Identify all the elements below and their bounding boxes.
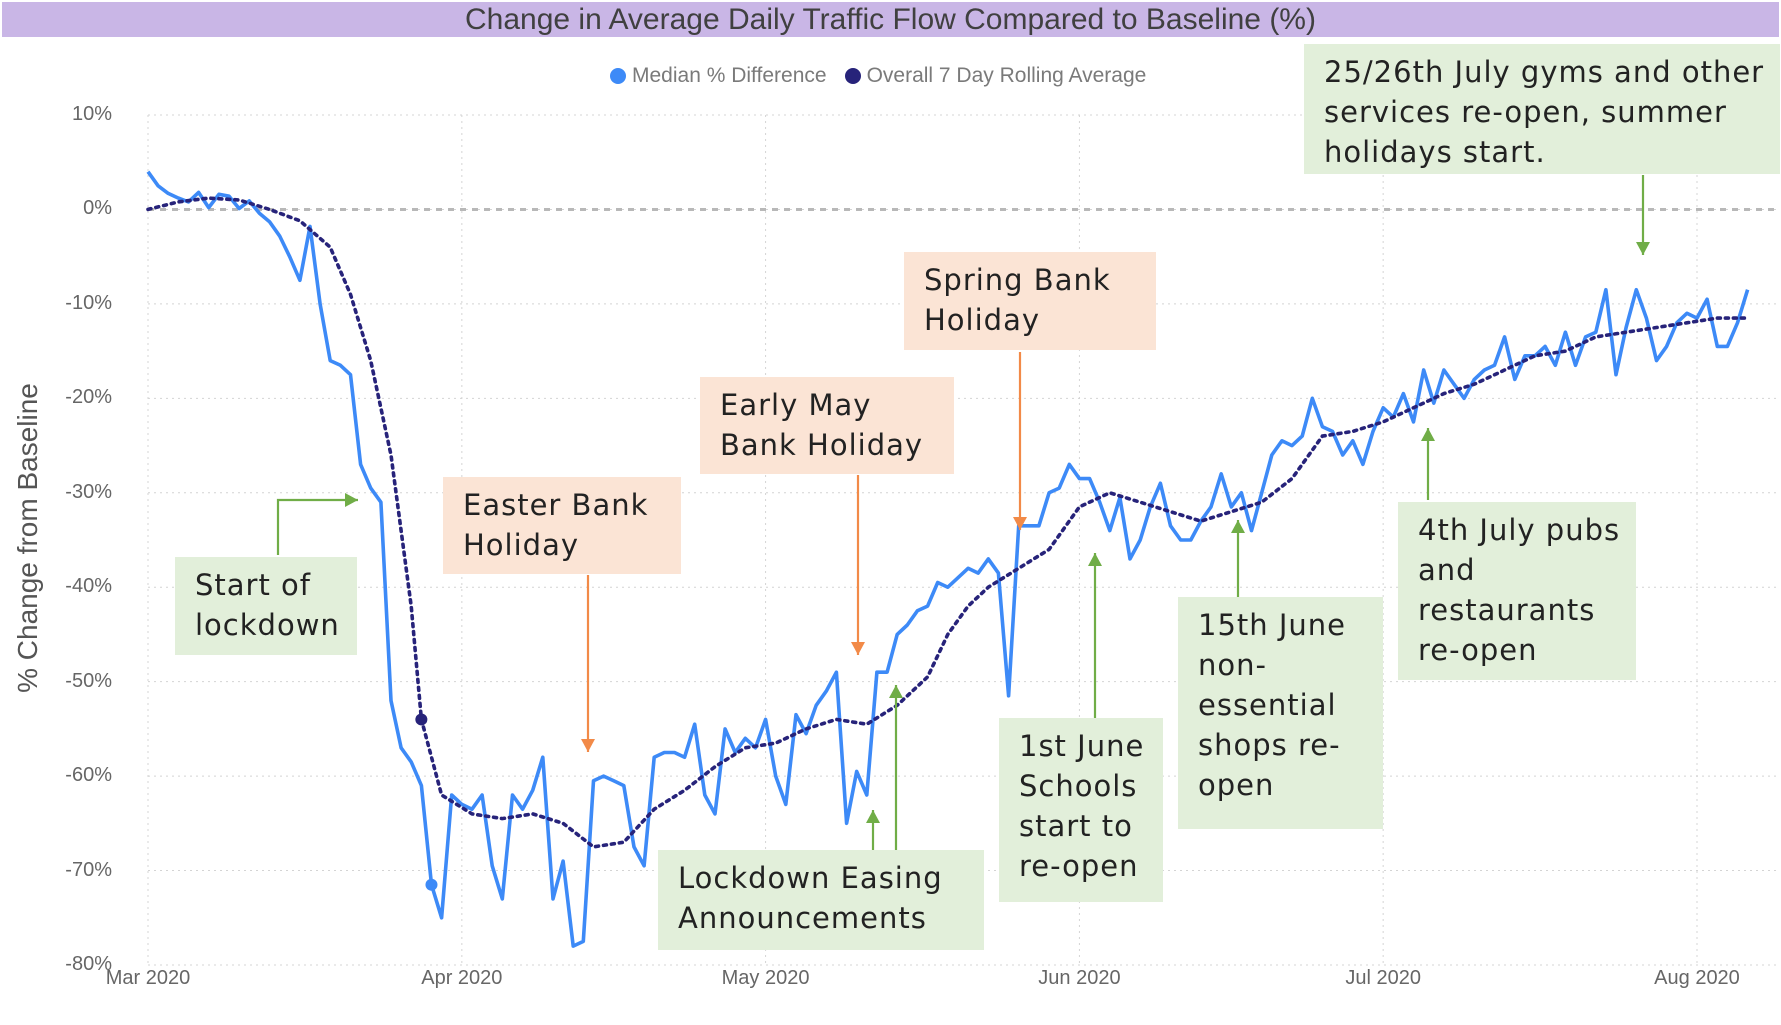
- arrow-start-lockdown-line: [276, 498, 358, 555]
- legend-dot-rolling: [844, 68, 861, 84]
- legend: Median % Difference Overall 7 Day Rollin…: [610, 62, 1146, 90]
- title-bar: [2, 2, 1779, 37]
- y-tick-label: -70%: [65, 858, 112, 881]
- rolling-point-marker: [415, 713, 428, 726]
- annotation-lockdown-easing: Lockdown Easing Announcements: [658, 850, 984, 950]
- arrow-easing-2-head: [889, 685, 903, 698]
- annotation-line: non-: [1198, 648, 1267, 682]
- y-tick-label: -60%: [65, 764, 112, 787]
- annotation-early-may: Early May Bank Holiday: [700, 377, 954, 474]
- annotation-line: Start of: [195, 568, 312, 602]
- annotation-line: Easter Bank: [463, 488, 649, 522]
- arrow-spring-head: [1013, 517, 1027, 530]
- x-tick-label: Jun 2020: [1038, 967, 1121, 989]
- x-tick-label: Apr 2020: [421, 967, 503, 989]
- y-tick-label: -80%: [65, 953, 112, 975]
- annotation-line: start to: [1019, 809, 1133, 843]
- annotation-line: 4th July pubs: [1418, 513, 1621, 547]
- arrow-start-lockdown-head: [345, 493, 358, 507]
- arrow-schools-head: [1088, 553, 1102, 566]
- rolling-average-line: [146, 196, 1750, 849]
- arrow-gyms-head: [1636, 242, 1650, 255]
- x-tick-label: Jul 2020: [1345, 967, 1421, 989]
- annotation-line: 1st June: [1019, 729, 1145, 763]
- annotation-line: shops re-: [1198, 728, 1341, 762]
- annotation-line: Schools: [1019, 769, 1138, 803]
- y-tick-label: -40%: [65, 575, 112, 598]
- arrow-pubs-head: [1421, 428, 1435, 441]
- y-tick-label: -20%: [65, 386, 112, 409]
- annotation-line: Holiday: [924, 303, 1041, 337]
- arrow-shops-head: [1231, 520, 1245, 533]
- arrow-early-may-head: [851, 642, 865, 655]
- chart-title: Change in Average Daily Traffic Flow Com…: [465, 3, 1316, 36]
- y-tick-label: 10%: [71, 103, 112, 125]
- annotation-line: Holiday: [463, 528, 580, 562]
- annotation-line: re-open: [1418, 633, 1538, 667]
- annotation-line: lockdown: [195, 608, 340, 642]
- annotation-line: 25/26th July gyms and other: [1324, 55, 1765, 89]
- annotation-spring: Spring Bank Holiday: [904, 252, 1156, 350]
- legend-item-rolling: Overall 7 Day Rolling Average: [844, 64, 1147, 88]
- legend-dot-median: [610, 68, 626, 84]
- annotation-line: and: [1418, 553, 1476, 587]
- annotation-line: essential: [1198, 688, 1337, 722]
- annotation-schools: 1st June Schools start to re-open: [999, 718, 1163, 902]
- arrow-easing-1-head: [866, 810, 880, 823]
- arrow-easter-head: [581, 739, 595, 752]
- annotation-pubs: 4th July pubs and restaurants re-open: [1398, 502, 1636, 680]
- annotation-line: Early May: [720, 388, 872, 422]
- annotation-gyms: 25/26th July gyms and other services re-o…: [1304, 44, 1780, 174]
- legend-label-median: Median % Difference: [632, 64, 827, 87]
- annotation-line: open: [1198, 768, 1275, 802]
- median-point-marker: [425, 878, 438, 891]
- annotation-start-lockdown: Start of lockdown: [175, 557, 357, 655]
- annotation-line: Lockdown Easing: [678, 861, 943, 895]
- annotation-line: restaurants: [1418, 593, 1596, 627]
- annotation-easter: Easter Bank Holiday: [443, 477, 681, 574]
- annotation-line: Bank Holiday: [720, 428, 924, 462]
- x-tick-label: Aug 2020: [1654, 967, 1740, 989]
- legend-label-rolling: Overall 7 Day Rolling Average: [866, 64, 1147, 87]
- y-tick-label: -50%: [65, 669, 112, 692]
- annotation-line: holidays start.: [1324, 135, 1546, 169]
- y-tick-label: -10%: [65, 291, 112, 314]
- legend-item-median: Median % Difference: [610, 64, 827, 88]
- annotation-line: Announcements: [678, 901, 927, 935]
- annotation-line: services re-open, summer: [1324, 95, 1727, 129]
- annotation-line: 15th June: [1198, 608, 1347, 642]
- annotation-shops: 15th June non-essential shops re-open: [1178, 597, 1383, 829]
- annotation-line: Spring Bank: [924, 263, 1111, 297]
- median-series-line: [146, 170, 1750, 948]
- y-tick-label: 0%: [83, 197, 112, 220]
- y-tick-label: -30%: [65, 480, 112, 503]
- x-tick-label: May 2020: [721, 967, 810, 989]
- x-tick-label: Mar 2020: [105, 967, 191, 989]
- annotation-line: re-open: [1019, 849, 1139, 883]
